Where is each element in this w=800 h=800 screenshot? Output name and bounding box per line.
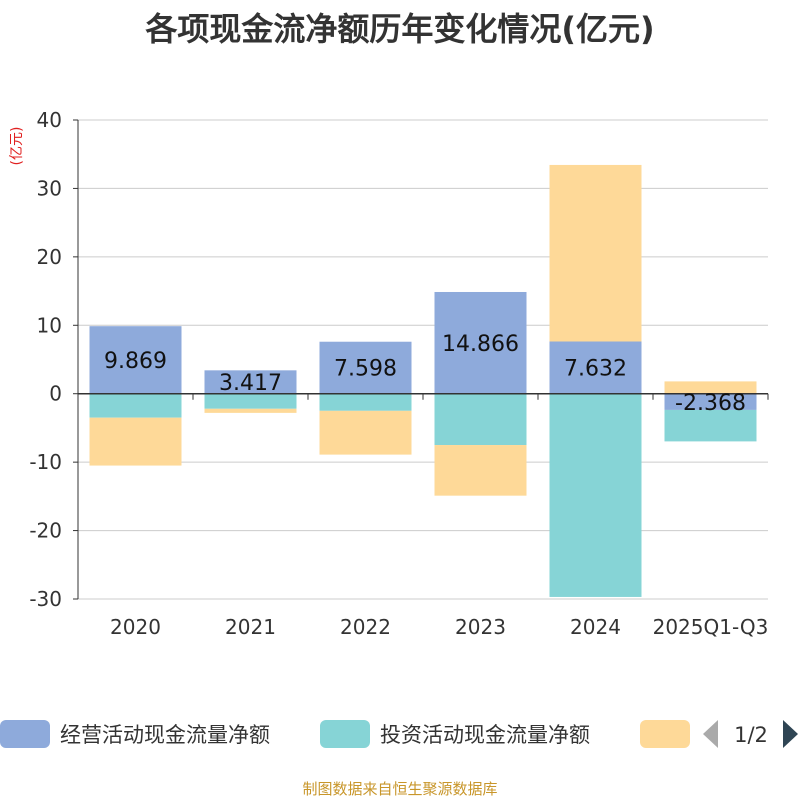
y-tick-label: 10 [37, 313, 62, 337]
bar-2 [549, 393, 642, 597]
bar-2 [434, 393, 527, 446]
x-tick-label: 2023 [455, 615, 506, 639]
chart-title: 各项现金流净额历年变化情况(亿元) [145, 10, 655, 48]
legend-prev-icon[interactable] [703, 720, 718, 748]
y-tick-label: 30 [37, 176, 62, 200]
y-tick-label: 20 [37, 245, 62, 269]
bar-1 [89, 326, 182, 394]
bar-3 [319, 410, 412, 455]
x-tick-label: 2020 [110, 615, 161, 639]
x-tick-label: 2022 [340, 615, 391, 639]
bar-2 [664, 409, 757, 442]
y-tick-label: -10 [29, 450, 62, 474]
data-labels: 9.869 3.417 7.598 14.866 7.632 -2.368 [104, 332, 746, 416]
bar-3 [434, 445, 527, 496]
data-label: -2.368 [675, 391, 746, 416]
bar-3 [664, 381, 757, 394]
grid-lines [78, 119, 768, 600]
data-label: 14.866 [442, 332, 519, 357]
bar-2 [204, 393, 297, 409]
bar-1 [549, 341, 642, 394]
legend-swatch [0, 720, 50, 748]
legend-label: 投资活动现金流量净额 [380, 723, 590, 747]
y-axis-label: (亿元) [9, 127, 25, 166]
bar-2 [89, 393, 182, 418]
bars [89, 164, 757, 597]
y-tick-label: 0 [49, 382, 62, 406]
bar-1 [434, 291, 527, 394]
x-tick-label: 2021 [225, 615, 276, 639]
legend-next-icon[interactable] [783, 720, 798, 748]
bar-1 [204, 370, 297, 394]
bar-3 [89, 417, 182, 466]
y-tick-label: -20 [29, 519, 62, 543]
legend-swatch [640, 720, 690, 748]
data-label: 7.632 [564, 357, 627, 382]
legend-page-indicator: 1/2 [734, 723, 768, 747]
data-label: 3.417 [219, 371, 282, 396]
bar-1 [319, 341, 412, 394]
legend: 经营活动现金流量净额 投资活动现金流量净额 1/2 [0, 720, 798, 748]
bar-2 [319, 393, 412, 411]
legend-swatch [320, 720, 370, 748]
data-label: 9.869 [104, 349, 167, 374]
data-label: 7.598 [334, 357, 397, 382]
bar-3 [204, 408, 297, 413]
y-tick-label: 40 [37, 108, 62, 132]
axes: 40 30 20 10 0 -10 -20 -30 (亿元) 2020 2021 2022 2023 20… [9, 108, 769, 639]
bar-3 [549, 164, 642, 342]
source-note: 制图数据来自恒生聚源数据库 [302, 780, 498, 798]
x-tick-label: 2024 [570, 615, 621, 639]
y-tick-label: -30 [29, 587, 62, 611]
bar-1 [664, 393, 757, 410]
legend-label: 经营活动现金流量净额 [60, 723, 270, 747]
x-tick-label: 2025Q1-Q3 [653, 615, 769, 639]
